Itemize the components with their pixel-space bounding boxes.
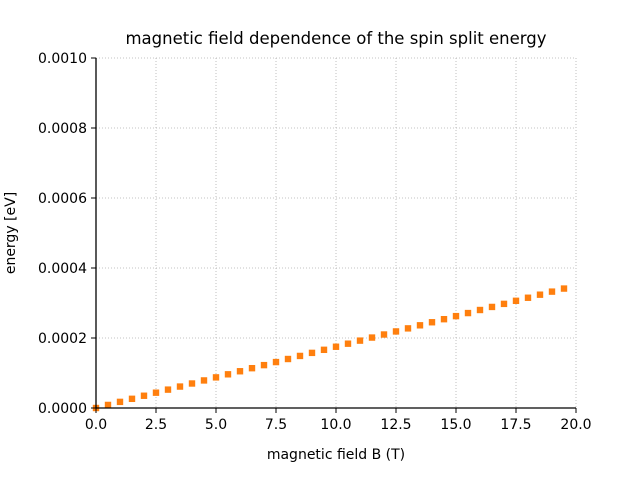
data-point xyxy=(128,395,136,403)
data-point xyxy=(284,355,292,363)
data-point xyxy=(104,401,112,409)
data-point xyxy=(524,294,532,301)
data-point xyxy=(140,392,148,399)
data-point xyxy=(176,383,184,390)
y-tick-label: 0.0006 xyxy=(38,191,87,207)
x-tick-label: 15.0 xyxy=(440,417,471,433)
x-tick-label: 5.0 xyxy=(205,417,227,433)
x-tick-label: 7.5 xyxy=(265,417,287,433)
data-point xyxy=(320,346,328,354)
x-tick-label: 10.0 xyxy=(320,417,351,433)
data-point xyxy=(152,389,160,396)
data-point xyxy=(464,309,472,317)
x-tick-label: 17.5 xyxy=(500,417,531,433)
y-tick-label: 0.0002 xyxy=(38,331,87,347)
data-point xyxy=(416,322,424,329)
data-point xyxy=(332,343,340,350)
x-ticks: 0.0 2.5 5.0 7.5 10.0 12.5 15.0 17.5 20.0 xyxy=(85,408,592,433)
data-point xyxy=(452,312,460,320)
data-point xyxy=(548,288,556,295)
x-tick-label: 12.5 xyxy=(380,417,411,433)
data-point xyxy=(308,349,316,357)
data-point xyxy=(536,291,544,298)
data-point xyxy=(500,300,508,308)
data-points xyxy=(92,285,568,412)
data-point xyxy=(380,331,388,338)
data-point xyxy=(296,352,304,360)
data-point xyxy=(116,398,124,406)
data-point xyxy=(236,368,244,375)
data-point xyxy=(476,306,484,314)
y-tick-label: 0.0000 xyxy=(38,401,87,417)
y-tick-label: 0.0004 xyxy=(38,261,87,277)
y-tick-label: 0.0010 xyxy=(38,51,87,67)
data-point xyxy=(212,374,220,381)
data-point xyxy=(512,297,520,305)
x-tick-label: 20.0 xyxy=(560,417,591,433)
data-point xyxy=(392,328,400,335)
data-point xyxy=(200,377,208,384)
y-tick-label: 0.0008 xyxy=(38,121,87,137)
y-ticks: 0.0000 0.0002 0.0004 0.0006 0.0008 0.0010 xyxy=(38,51,96,417)
data-point xyxy=(164,386,172,393)
data-point xyxy=(428,319,436,326)
data-point xyxy=(260,361,268,369)
data-point xyxy=(188,380,196,387)
x-tick-label: 0.0 xyxy=(85,417,107,433)
data-point xyxy=(560,285,568,292)
data-point xyxy=(272,358,280,366)
data-point xyxy=(248,364,256,372)
x-axis-label: magnetic field B (T) xyxy=(267,447,405,463)
x-tick-label: 2.5 xyxy=(145,417,167,433)
data-point xyxy=(344,340,352,347)
data-point xyxy=(488,303,496,311)
data-point xyxy=(404,325,412,332)
data-point xyxy=(368,334,376,341)
data-point xyxy=(224,371,232,378)
chart-title: magnetic field dependence of the spin sp… xyxy=(125,29,546,48)
data-point xyxy=(440,315,448,323)
grid xyxy=(95,57,577,409)
data-point xyxy=(356,337,364,344)
y-axis-label: energy [eV] xyxy=(3,192,19,274)
